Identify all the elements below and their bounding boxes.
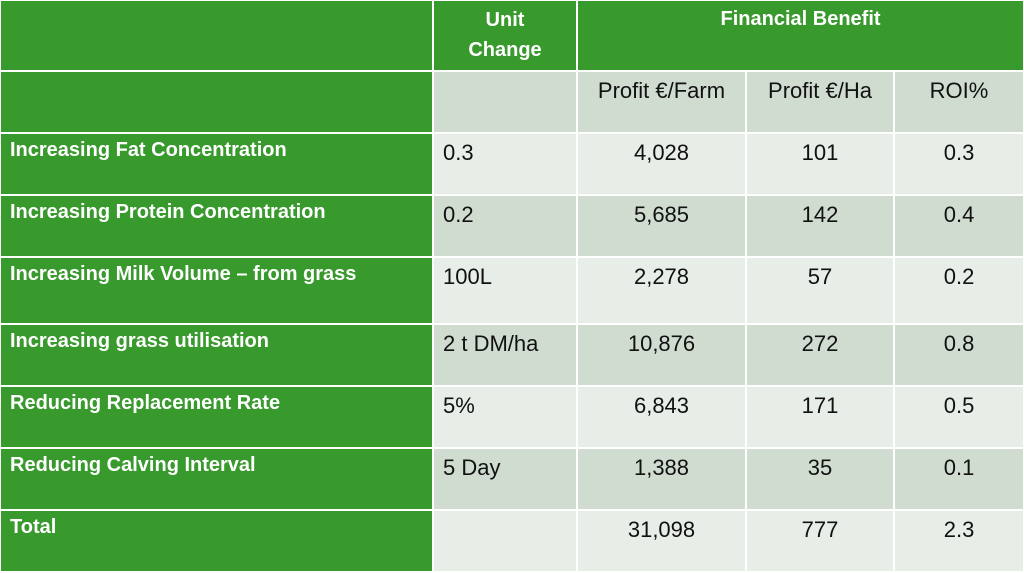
profit-ha-cell: 57	[747, 258, 893, 323]
roi-cell: 0.2	[895, 258, 1024, 323]
profit-ha-cell: 272	[747, 325, 893, 385]
row-label: Increasing Milk Volume – from grass	[1, 258, 432, 323]
row-label: Increasing Fat Concentration	[1, 134, 432, 194]
header-row-1: Unit Change Financial Benefit	[1, 1, 1024, 70]
profit-ha-cell: 171	[747, 387, 893, 447]
unit-change-cell: 0.2	[434, 196, 576, 256]
profit-ha-cell: 35	[747, 449, 893, 509]
header-unit-change: Unit Change	[434, 1, 576, 70]
total-profit-farm-cell: 31,098	[578, 511, 745, 571]
header-sub-empty-cell	[434, 72, 576, 132]
total-roi-cell: 2.3	[895, 511, 1024, 571]
profit-farm-cell: 1,388	[578, 449, 745, 509]
roi-cell: 0.8	[895, 325, 1024, 385]
row-label: Increasing grass utilisation	[1, 325, 432, 385]
roi-cell: 0.4	[895, 196, 1024, 256]
row-label: Reducing Calving Interval	[1, 449, 432, 509]
header-row-2: Profit €/Farm Profit €/Ha ROI%	[1, 72, 1024, 132]
profit-ha-cell: 101	[747, 134, 893, 194]
header-unit-change-line2: Change	[468, 39, 542, 61]
row-label: Reducing Replacement Rate	[1, 387, 432, 447]
total-label: Total	[1, 511, 432, 571]
header-financial-benefit: Financial Benefit	[578, 1, 1024, 70]
profit-farm-cell: 2,278	[578, 258, 745, 323]
profit-farm-cell: 4,028	[578, 134, 745, 194]
table-row: Increasing Protein Concentration 0.2 5,6…	[1, 196, 1024, 256]
header-corner-cell	[1, 1, 432, 70]
header-roi: ROI%	[895, 72, 1024, 132]
table-row: Increasing grass utilisation 2 t DM/ha 1…	[1, 325, 1024, 385]
profit-farm-cell: 5,685	[578, 196, 745, 256]
total-row: Total 31,098 777 2.3	[1, 511, 1024, 571]
unit-change-cell: 5%	[434, 387, 576, 447]
table-row: Reducing Calving Interval 5 Day 1,388 35…	[1, 449, 1024, 509]
unit-change-cell: 2 t DM/ha	[434, 325, 576, 385]
header-profit-per-farm: Profit €/Farm	[578, 72, 745, 132]
roi-cell: 0.1	[895, 449, 1024, 509]
unit-change-cell	[434, 511, 576, 571]
profit-farm-cell: 10,876	[578, 325, 745, 385]
roi-cell: 0.3	[895, 134, 1024, 194]
unit-change-cell: 0.3	[434, 134, 576, 194]
row-label: Increasing Protein Concentration	[1, 196, 432, 256]
roi-cell: 0.5	[895, 387, 1024, 447]
profit-farm-cell: 6,843	[578, 387, 745, 447]
table-row: Reducing Replacement Rate 5% 6,843 171 0…	[1, 387, 1024, 447]
table-row: Increasing Fat Concentration 0.3 4,028 1…	[1, 134, 1024, 194]
header-subcorner-cell	[1, 72, 432, 132]
table-row: Increasing Milk Volume – from grass 100L…	[1, 258, 1024, 323]
unit-change-cell: 5 Day	[434, 449, 576, 509]
unit-change-cell: 100L	[434, 258, 576, 323]
header-unit-change-line1: Unit	[485, 9, 525, 31]
header-profit-per-ha: Profit €/Ha	[747, 72, 893, 132]
profit-ha-cell: 142	[747, 196, 893, 256]
total-profit-ha-cell: 777	[747, 511, 893, 571]
